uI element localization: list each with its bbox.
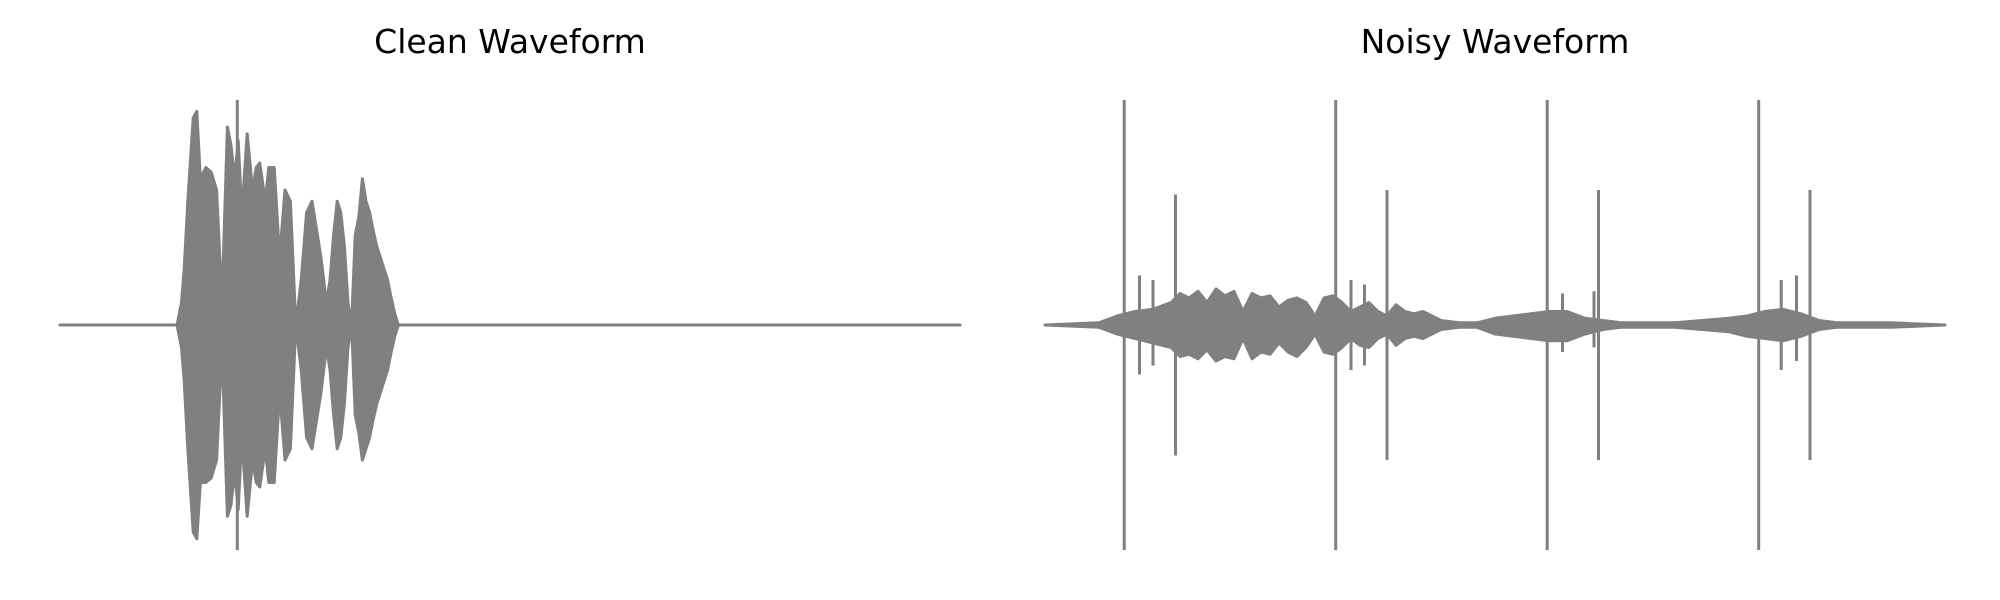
clean-waveform-plot bbox=[58, 100, 962, 550]
noisy-waveform-title: Noisy Waveform bbox=[1360, 22, 1630, 61]
noisy-waveform-panel: Noisy Waveform bbox=[1043, 0, 1947, 600]
noisy-waveform-plot bbox=[1043, 100, 1947, 550]
clean-waveform-title: Clean Waveform bbox=[374, 22, 646, 61]
clean-waveform-panel: Clean Waveform bbox=[58, 0, 962, 600]
